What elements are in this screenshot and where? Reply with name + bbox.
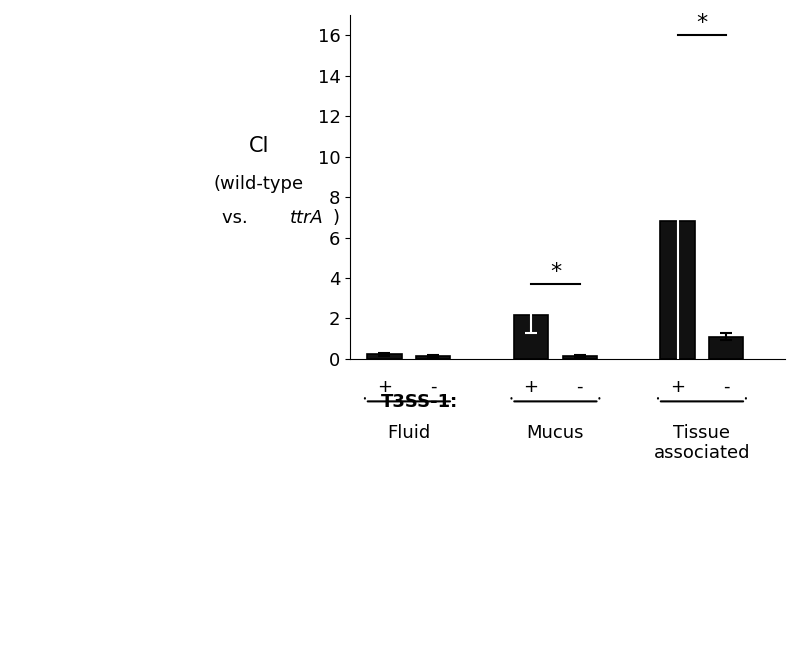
Text: -: -	[723, 378, 730, 397]
Bar	[661, 221, 694, 359]
Bar	[514, 315, 548, 359]
Text: -: -	[577, 378, 583, 397]
Bar	[416, 356, 450, 359]
Text: T3SS-1:: T3SS-1:	[381, 393, 458, 411]
Text: -: -	[430, 378, 437, 397]
Bar	[710, 337, 743, 359]
Text: vs.: vs.	[222, 209, 259, 227]
Text: ): )	[333, 209, 340, 227]
Text: ttrA: ttrA	[290, 209, 324, 227]
Text: Mucus: Mucus	[526, 423, 584, 442]
Bar	[367, 354, 402, 359]
Text: Fluid: Fluid	[387, 423, 430, 442]
Text: +: +	[523, 378, 538, 397]
Text: Tissue
associated: Tissue associated	[654, 423, 750, 462]
Text: *: *	[696, 13, 707, 33]
Text: *: *	[550, 262, 561, 282]
Bar	[562, 356, 597, 359]
Text: +: +	[670, 378, 685, 397]
Text: CI: CI	[249, 136, 270, 156]
Text: +: +	[377, 378, 392, 397]
Text: (wild-type: (wild-type	[214, 174, 304, 193]
